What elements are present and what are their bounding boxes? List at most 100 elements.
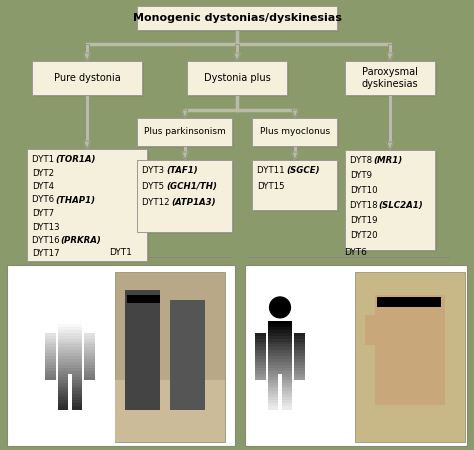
Text: (SGCE): (SGCE) xyxy=(286,166,319,175)
Bar xyxy=(293,347,305,351)
Bar xyxy=(58,392,82,395)
Bar xyxy=(72,403,81,406)
Bar xyxy=(58,336,82,339)
Bar xyxy=(83,365,95,369)
Bar xyxy=(268,333,292,336)
FancyBboxPatch shape xyxy=(187,61,287,95)
Bar xyxy=(45,347,56,351)
Bar xyxy=(45,362,56,365)
Bar xyxy=(68,377,72,380)
Bar xyxy=(68,403,72,406)
Text: Plus parkinsonism: Plus parkinsonism xyxy=(144,127,226,136)
Bar xyxy=(293,342,305,345)
Bar xyxy=(83,359,95,363)
Bar xyxy=(293,351,305,354)
Bar xyxy=(72,374,81,377)
Bar xyxy=(282,382,291,386)
FancyBboxPatch shape xyxy=(34,63,144,97)
Bar xyxy=(83,344,95,348)
Bar xyxy=(59,403,68,406)
Bar xyxy=(59,397,68,400)
Bar xyxy=(170,300,205,410)
Bar xyxy=(58,351,82,354)
Text: DYT11: DYT11 xyxy=(257,166,288,175)
Bar xyxy=(83,371,95,374)
Bar xyxy=(282,406,291,410)
Text: DYT18: DYT18 xyxy=(350,201,380,210)
FancyBboxPatch shape xyxy=(139,120,235,148)
Bar xyxy=(278,374,282,377)
Bar xyxy=(45,336,56,339)
Bar xyxy=(255,338,266,342)
Bar xyxy=(268,377,292,380)
Bar xyxy=(83,362,95,365)
Bar xyxy=(58,388,82,392)
Text: DYT20: DYT20 xyxy=(350,231,378,240)
Bar xyxy=(58,400,82,404)
Bar xyxy=(278,392,282,395)
Text: DYT1: DYT1 xyxy=(32,155,57,164)
Bar xyxy=(293,365,305,369)
Bar xyxy=(293,333,305,336)
Bar xyxy=(268,371,292,374)
Text: Paroxysmal
dyskinesias: Paroxysmal dyskinesias xyxy=(362,67,419,89)
Bar xyxy=(268,353,292,357)
Bar xyxy=(59,400,68,404)
Bar xyxy=(83,336,95,339)
Bar xyxy=(58,374,82,377)
Bar xyxy=(58,386,82,389)
Bar xyxy=(59,388,68,392)
Bar xyxy=(269,377,278,380)
Text: DYT3: DYT3 xyxy=(143,166,167,175)
FancyBboxPatch shape xyxy=(29,151,149,263)
Bar xyxy=(278,397,282,400)
Bar xyxy=(268,336,292,339)
Text: DYT5: DYT5 xyxy=(143,182,167,191)
Polygon shape xyxy=(182,152,188,160)
Bar xyxy=(269,400,278,404)
Bar xyxy=(282,392,291,395)
Bar xyxy=(58,333,82,336)
Text: DYT6: DYT6 xyxy=(32,195,57,204)
Bar xyxy=(83,342,95,345)
Polygon shape xyxy=(387,142,393,150)
Bar xyxy=(268,365,292,369)
Bar xyxy=(255,342,266,345)
Bar xyxy=(85,95,89,141)
Bar xyxy=(355,272,465,442)
Bar xyxy=(255,356,266,360)
Bar xyxy=(268,406,292,410)
Bar xyxy=(268,342,292,345)
Bar xyxy=(255,365,266,369)
Bar xyxy=(268,344,292,348)
Bar xyxy=(268,368,292,371)
Bar xyxy=(268,347,292,351)
FancyBboxPatch shape xyxy=(27,149,147,261)
Bar xyxy=(293,356,305,360)
Bar xyxy=(235,44,239,53)
Bar xyxy=(268,386,292,389)
Bar xyxy=(72,406,81,410)
FancyBboxPatch shape xyxy=(255,120,339,148)
Bar xyxy=(68,397,72,400)
Bar xyxy=(72,394,81,398)
Text: (TOR1A): (TOR1A) xyxy=(55,155,96,164)
Bar xyxy=(365,315,385,345)
FancyBboxPatch shape xyxy=(253,118,337,146)
Bar xyxy=(45,377,56,380)
Bar xyxy=(45,365,56,369)
Bar xyxy=(68,386,72,389)
Bar xyxy=(58,324,82,327)
Bar xyxy=(268,327,292,330)
Bar xyxy=(278,400,282,404)
Bar xyxy=(278,406,282,410)
FancyBboxPatch shape xyxy=(137,160,233,232)
Polygon shape xyxy=(84,141,90,149)
Bar xyxy=(58,394,82,398)
Bar xyxy=(7,265,235,446)
Bar xyxy=(115,380,225,442)
Bar xyxy=(255,374,266,377)
Bar xyxy=(83,356,95,360)
Bar xyxy=(282,403,291,406)
Bar xyxy=(269,388,278,392)
